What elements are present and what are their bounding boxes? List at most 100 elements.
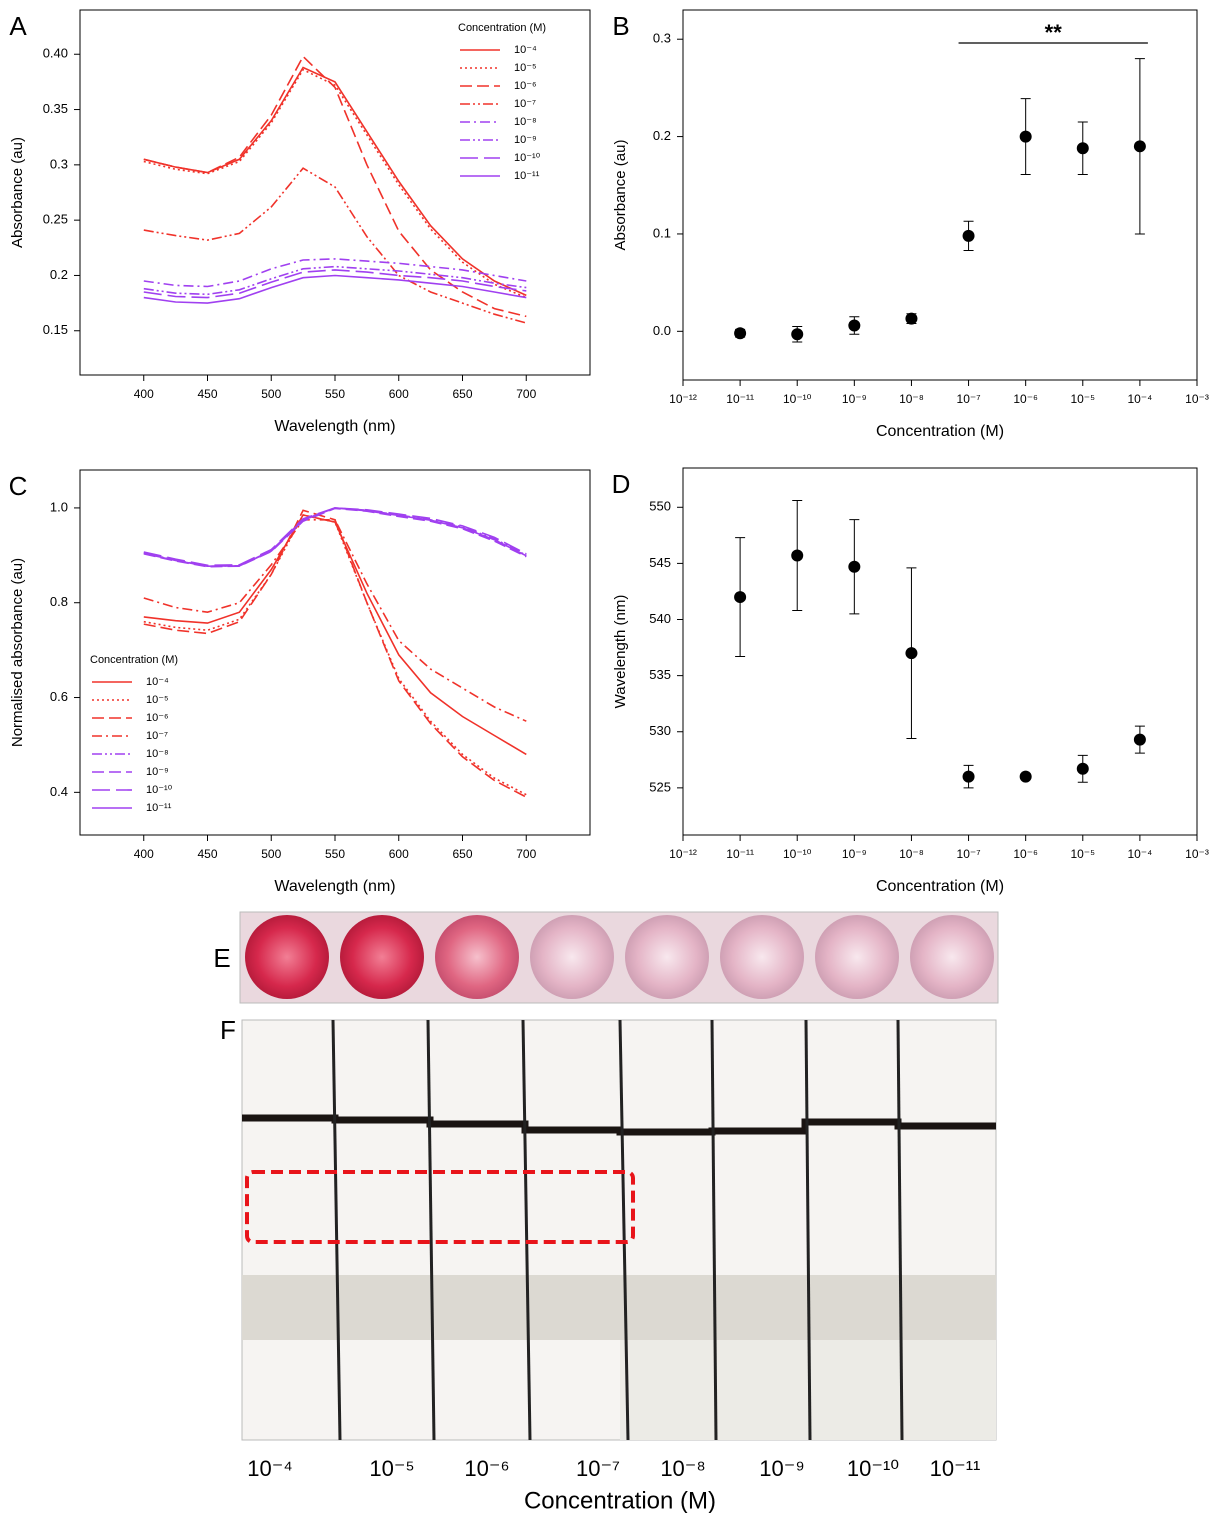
x-tick-label: 700 [516, 387, 536, 401]
series-line [143, 507, 527, 568]
x-tick-label: 10⁻⁸ [899, 847, 924, 861]
x-axis-label: Wavelength (nm) [274, 418, 395, 435]
data-point [1019, 130, 1032, 143]
series-line [143, 258, 527, 288]
data-point [1133, 733, 1146, 746]
y-tick-label: 550 [649, 499, 671, 514]
x-tick-label: 10⁻¹⁰ [783, 392, 812, 406]
data-point [962, 770, 975, 783]
panel-label: B [612, 11, 629, 41]
x-tick-label: 500 [261, 387, 281, 401]
x-tick-label: 650 [452, 847, 472, 861]
x-tick-label: 10⁻³ [1185, 847, 1209, 861]
well [625, 915, 709, 999]
legend-label: 10⁻⁶ [514, 80, 537, 92]
data-point [791, 328, 804, 341]
data-point [962, 229, 975, 242]
well [815, 915, 899, 999]
y-tick-label: 0.6 [50, 689, 68, 704]
x-axis-label: Wavelength (nm) [274, 878, 395, 895]
plot-frame [682, 467, 1198, 836]
x-tick-label: 10⁻⁸ [899, 392, 924, 406]
y-tick-label: 0.15 [43, 322, 68, 337]
y-axis-label: Normalised absorbance (au) [9, 558, 26, 747]
legend-label: 10⁻⁹ [146, 766, 169, 778]
well [720, 915, 804, 999]
series-line [143, 507, 527, 568]
legend-label: 10⁻⁷ [514, 98, 536, 110]
legend-label: 10⁻⁴ [146, 676, 169, 688]
x-tick-label: 550 [325, 387, 345, 401]
strip-line [242, 1114, 996, 1136]
x-tick-label: 600 [389, 847, 409, 861]
plot-frame [682, 9, 1198, 381]
x-axis-label: Concentration (M) [876, 423, 1004, 440]
y-tick-label: 0.35 [43, 101, 68, 116]
legend-label: 10⁻⁷ [146, 730, 168, 742]
x-tick-label: 10⁻⁴ [1127, 392, 1152, 406]
pad-band [242, 1275, 996, 1340]
panel-label: E [213, 943, 230, 973]
y-tick-label: 540 [649, 611, 671, 626]
x-tick-label: 10⁻⁷ [576, 1456, 620, 1481]
y-tick-label: 0.3 [653, 31, 671, 46]
well [435, 915, 519, 999]
data-point [1076, 142, 1089, 155]
legend-label: 10⁻⁵ [146, 694, 169, 706]
legend-label: 10⁻⁴ [514, 44, 537, 56]
x-tick-label: 10⁻⁶ [1013, 392, 1038, 406]
legend-label: 10⁻¹¹ [514, 170, 540, 182]
x-tick-label: 10⁻⁷ [957, 392, 981, 406]
legend-label: 10⁻⁸ [514, 116, 537, 128]
panel-label: F [220, 1015, 236, 1045]
x-tick-label: 10⁻¹² [669, 392, 697, 406]
annotation: ** [1045, 20, 1063, 45]
legend-label: 10⁻¹¹ [146, 802, 172, 814]
x-tick-label: 650 [452, 387, 472, 401]
legend-label: 10⁻⁵ [514, 62, 537, 74]
x-tick-label: 10⁻¹¹ [726, 392, 754, 406]
y-tick-label: 1.0 [50, 499, 68, 514]
x-tick-label: 10⁻⁹ [842, 392, 867, 406]
series-line [143, 519, 527, 722]
data-point [905, 312, 918, 325]
x-tick-label: 700 [516, 847, 536, 861]
x-tick-label: 500 [261, 847, 281, 861]
data-point [1019, 770, 1032, 783]
x-tick-label: 10⁻¹⁰ [847, 1456, 899, 1481]
legend-label: 10⁻¹⁰ [514, 152, 541, 164]
series-line [143, 265, 527, 296]
x-tick-label: 10⁻⁴ [247, 1456, 293, 1481]
x-tick-label: 10⁻¹² [669, 847, 697, 861]
photo-e [239, 911, 999, 1004]
well [530, 915, 614, 999]
series-line [143, 514, 527, 796]
x-tick-label: 10⁻⁷ [957, 847, 981, 861]
series-line [143, 55, 527, 318]
y-tick-label: 530 [649, 723, 671, 738]
legend-label: 10⁻⁹ [514, 134, 537, 146]
data-point [848, 319, 861, 332]
x-tick-label: 450 [197, 387, 217, 401]
data-point [791, 549, 804, 562]
y-tick-label: 545 [649, 555, 671, 570]
x-tick-label: 10⁻³ [1185, 392, 1209, 406]
legend-label: 10⁻⁶ [146, 712, 169, 724]
x-axis-label: Concentration (M) [876, 878, 1004, 895]
x-tick-label: 10⁻⁵ [1070, 847, 1095, 861]
x-tick-label: 550 [325, 847, 345, 861]
series-line [143, 274, 527, 304]
x-tick-label: 600 [389, 387, 409, 401]
data-point [1076, 762, 1089, 775]
series-line [143, 514, 527, 756]
y-tick-label: 0.0 [653, 323, 671, 338]
panel-label: A [9, 11, 27, 41]
well [340, 915, 424, 999]
x-tick-label: 10⁻⁸ [660, 1456, 705, 1481]
series-line [143, 509, 527, 798]
data-point [905, 647, 918, 660]
x-tick-label: 10⁻⁵ [369, 1456, 414, 1481]
y-tick-label: 0.40 [43, 46, 68, 61]
